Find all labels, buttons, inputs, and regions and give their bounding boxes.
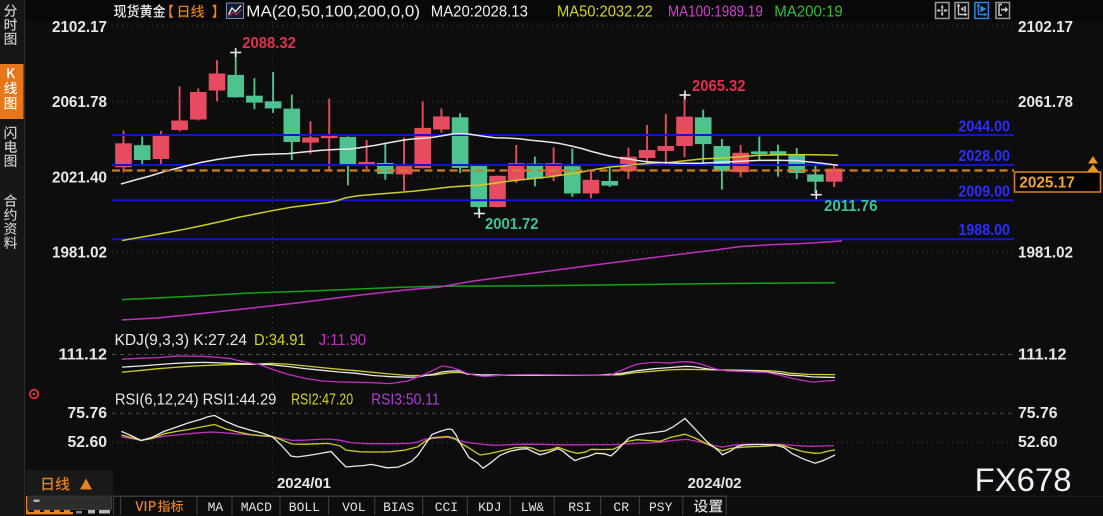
svg-text:2001.72: 2001.72 bbox=[485, 216, 539, 233]
svg-text:MACD: MACD bbox=[241, 500, 272, 515]
svg-text:1988.00: 1988.00 bbox=[958, 222, 1010, 239]
svg-text:MA20:2028.13: MA20:2028.13 bbox=[431, 3, 528, 20]
svg-text:MA: MA bbox=[208, 500, 224, 515]
svg-text:75.76: 75.76 bbox=[1018, 405, 1058, 422]
svg-text:MA(20,50,100,200,0,0): MA(20,50,100,200,0,0) bbox=[246, 3, 420, 20]
svg-text:52.60: 52.60 bbox=[68, 434, 108, 451]
svg-text:KDJ(9,3,3) K:27.24: KDJ(9,3,3) K:27.24 bbox=[115, 332, 248, 349]
svg-text:2021.40: 2021.40 bbox=[52, 169, 107, 186]
svg-text:2088.32: 2088.32 bbox=[242, 35, 295, 52]
svg-text:LW&: LW& bbox=[521, 500, 545, 515]
svg-text:VOL: VOL bbox=[342, 500, 365, 515]
svg-text:BOLL: BOLL bbox=[289, 500, 320, 515]
svg-text:75.76: 75.76 bbox=[68, 405, 108, 422]
svg-text:52.60: 52.60 bbox=[1018, 434, 1058, 451]
svg-text:1981.02: 1981.02 bbox=[1018, 244, 1073, 261]
svg-text:2009.00: 2009.00 bbox=[958, 184, 1010, 201]
svg-text:2044.00: 2044.00 bbox=[958, 119, 1010, 136]
svg-text:RSI3:50.11: RSI3:50.11 bbox=[371, 391, 440, 408]
svg-text:2061.78: 2061.78 bbox=[1018, 94, 1073, 111]
svg-text:2024/02: 2024/02 bbox=[688, 476, 742, 492]
svg-text:FX678: FX678 bbox=[975, 462, 1072, 498]
svg-text:RSI2:47.20: RSI2:47.20 bbox=[291, 391, 353, 408]
svg-text:111.12: 111.12 bbox=[59, 346, 108, 363]
svg-text:D:34.91: D:34.91 bbox=[254, 332, 306, 349]
svg-text:MA100:1989.19: MA100:1989.19 bbox=[668, 3, 763, 20]
svg-text:BIAS: BIAS bbox=[383, 500, 414, 515]
svg-text:MA50:2032.22: MA50:2032.22 bbox=[557, 3, 653, 20]
svg-text:CCI: CCI bbox=[435, 500, 458, 515]
svg-text:RSI(6,12,24) RSI1:44.29: RSI(6,12,24) RSI1:44.29 bbox=[115, 391, 277, 408]
svg-text:RSI: RSI bbox=[568, 500, 591, 515]
svg-text:2102.17: 2102.17 bbox=[1018, 19, 1073, 36]
svg-text:2024/01: 2024/01 bbox=[277, 476, 331, 492]
svg-text:2028.00: 2028.00 bbox=[958, 148, 1010, 165]
svg-text:2025.17: 2025.17 bbox=[1019, 175, 1075, 192]
svg-text:2061.78: 2061.78 bbox=[52, 94, 107, 111]
svg-text:1981.02: 1981.02 bbox=[52, 244, 107, 261]
svg-text:111.12: 111.12 bbox=[1018, 346, 1067, 363]
svg-text:2011.76: 2011.76 bbox=[824, 198, 878, 215]
svg-text:2102.17: 2102.17 bbox=[52, 19, 107, 36]
svg-text:PSY: PSY bbox=[649, 500, 673, 515]
svg-text:J:11.90: J:11.90 bbox=[319, 332, 367, 349]
svg-text:CR: CR bbox=[613, 500, 629, 515]
svg-text:MA200:19: MA200:19 bbox=[774, 3, 843, 20]
svg-text:2065.32: 2065.32 bbox=[692, 78, 746, 95]
svg-text:KDJ: KDJ bbox=[478, 500, 501, 515]
